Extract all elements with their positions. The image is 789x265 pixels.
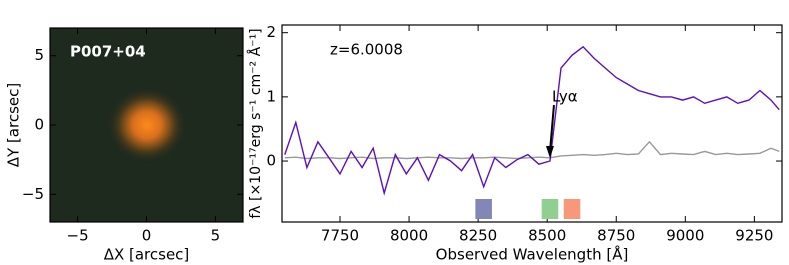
x-tick-label: 0 <box>142 227 152 245</box>
y-tick-label: 2 <box>266 23 276 41</box>
x-tick-label: 8500 <box>528 227 566 245</box>
y-tick-label: 0 <box>34 116 44 134</box>
annotation-arrow <box>548 104 555 153</box>
x-tick-label: 8250 <box>459 227 497 245</box>
y-axis-label: ΔY [arcsec] <box>5 83 23 167</box>
x-tick-label: 7750 <box>321 227 359 245</box>
x-tick-label: 9250 <box>735 227 773 245</box>
annotation-label: Lyα <box>552 88 578 106</box>
x-axis-label: Observed Wavelength [Å] <box>436 245 629 264</box>
filter-band <box>563 199 581 219</box>
spectrum-line <box>284 140 780 160</box>
x-tick-label: −5 <box>67 227 89 245</box>
x-axis-label: ΔX [arcsec] <box>104 246 190 264</box>
filter-band <box>475 199 492 219</box>
annotation-arrowhead <box>545 146 554 158</box>
filter-band <box>541 199 559 219</box>
x-tick-label: 8000 <box>390 227 428 245</box>
spectrum-line <box>284 45 780 196</box>
plot-frame <box>49 27 244 223</box>
y-tick-label: 5 <box>34 46 44 64</box>
x-tick-label: 8750 <box>597 227 635 245</box>
y-tick-label: −5 <box>22 185 44 203</box>
object-label: P007+04 <box>70 43 146 61</box>
redshift-label: z=6.0008 <box>330 41 403 59</box>
x-tick-label: 5 <box>211 227 221 245</box>
y-tick-label: 0 <box>266 152 276 170</box>
x-tick-label: 9000 <box>666 227 704 245</box>
y-tick-label: 1 <box>266 87 276 105</box>
plot-frame <box>281 24 783 223</box>
galaxy <box>107 87 187 163</box>
y-axis-label: fλ [×10⁻¹⁷erg s⁻¹ cm⁻² Å⁻¹] <box>247 28 264 218</box>
